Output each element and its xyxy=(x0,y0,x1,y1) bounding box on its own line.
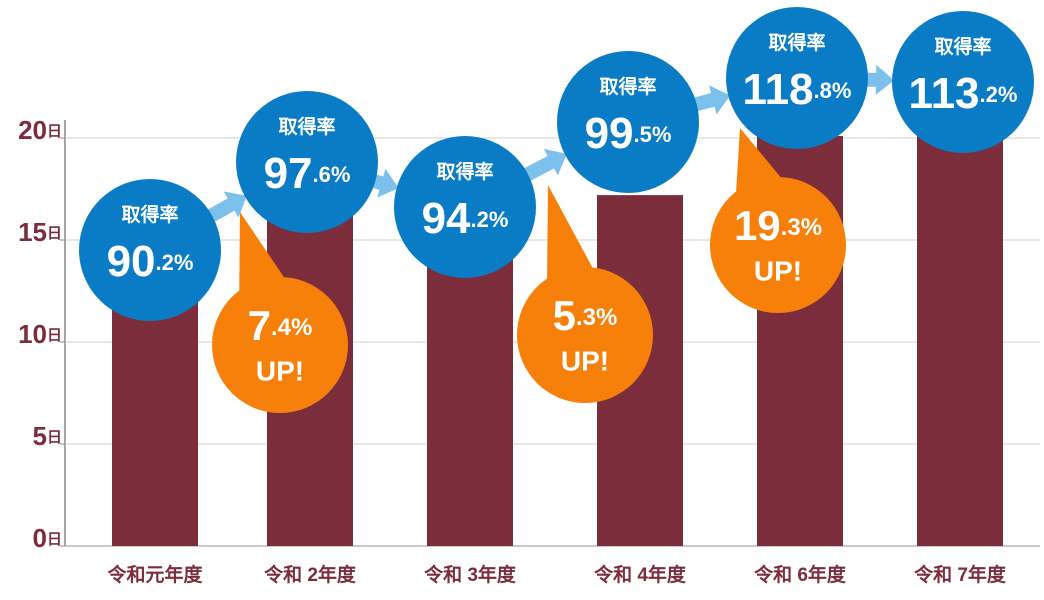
x-tick-label: 令和 2年度 xyxy=(264,563,357,586)
bar xyxy=(112,291,198,546)
callout xyxy=(710,177,846,313)
rate-value: 113.2% xyxy=(909,69,1018,118)
callout xyxy=(212,277,348,413)
x-tick-label: 令和元年度 xyxy=(107,563,203,586)
increase-text: UP! xyxy=(256,355,304,386)
y-tick-label: 20日 xyxy=(18,115,62,145)
rate-value: 118.8% xyxy=(743,65,852,114)
rate-value: 99.5% xyxy=(585,109,672,158)
callout-tail xyxy=(736,128,781,192)
rate-bubble xyxy=(892,11,1034,153)
rate-title: 取得率 xyxy=(278,115,335,138)
arrow xyxy=(690,85,731,115)
rate-value: 90.2% xyxy=(107,237,194,286)
increase-value: 19.3% xyxy=(734,202,822,249)
bar xyxy=(427,250,513,546)
x-tick-label: 令和 6年度 xyxy=(754,563,847,586)
y-tick-label: 10日 xyxy=(18,319,62,349)
callout xyxy=(517,267,653,403)
arrow xyxy=(862,64,895,95)
rate-bubble xyxy=(79,179,221,321)
arrow xyxy=(204,191,247,224)
increase-value: 7.4% xyxy=(248,302,313,349)
y-tick-label: 5日 xyxy=(33,421,62,451)
rate-title: 取得率 xyxy=(121,203,178,226)
y-tick-label: 15日 xyxy=(18,217,62,247)
rate-bubble xyxy=(557,51,699,193)
rate-title: 取得率 xyxy=(599,75,656,98)
rate-bubble xyxy=(726,7,868,149)
x-tick-label: 令和 3年度 xyxy=(424,563,517,586)
rate-bubble xyxy=(394,136,536,278)
y-tick-label: 0日 xyxy=(33,523,62,553)
increase-value: 5.3% xyxy=(553,292,618,339)
callout-tail xyxy=(547,185,593,279)
arrow xyxy=(520,148,567,183)
increase-text: UP! xyxy=(561,345,609,376)
increase-text: UP! xyxy=(754,255,802,286)
x-tick-label: 令和 7年度 xyxy=(914,563,1007,586)
rate-value: 97.6% xyxy=(264,149,351,198)
x-tick-label: 令和 4年度 xyxy=(594,563,687,586)
callout-tail xyxy=(239,212,284,291)
rate-title: 取得率 xyxy=(768,31,825,54)
rate-value: 94.2% xyxy=(422,194,509,243)
bar xyxy=(917,129,1003,546)
rate-title: 取得率 xyxy=(436,160,493,183)
rate-bubble xyxy=(236,91,378,233)
rate-title: 取得率 xyxy=(934,35,991,58)
